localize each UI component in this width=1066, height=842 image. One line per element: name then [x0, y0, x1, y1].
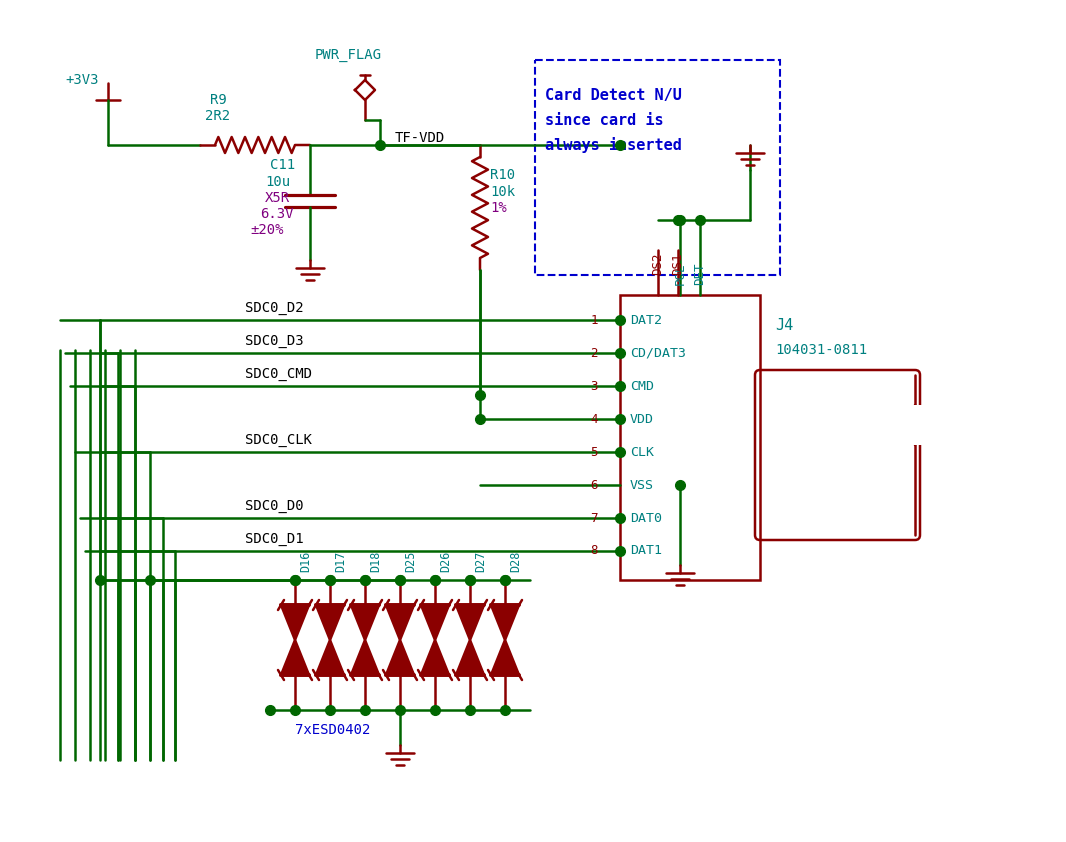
- Polygon shape: [421, 640, 449, 675]
- Text: ±20%: ±20%: [251, 223, 284, 237]
- Polygon shape: [421, 605, 449, 640]
- Text: 104031-0811: 104031-0811: [775, 343, 867, 357]
- Text: SDC0_CLK: SDC0_CLK: [245, 433, 312, 447]
- Text: always inserted: always inserted: [545, 137, 682, 153]
- Text: DAT1: DAT1: [630, 545, 662, 557]
- Text: 6.3V: 6.3V: [260, 207, 293, 221]
- Text: SDC0_CMD: SDC0_CMD: [245, 367, 312, 381]
- Text: D27: D27: [474, 551, 487, 572]
- Text: DAT2: DAT2: [630, 313, 662, 327]
- Text: 3: 3: [591, 380, 598, 392]
- Bar: [620, 295, 760, 580]
- Polygon shape: [316, 605, 344, 640]
- Polygon shape: [351, 605, 379, 640]
- Text: D28: D28: [508, 551, 522, 572]
- Text: 1%: 1%: [490, 201, 506, 215]
- Polygon shape: [281, 640, 309, 675]
- Text: 7xESD0402: 7xESD0402: [295, 723, 370, 737]
- Text: +3V3: +3V3: [65, 73, 98, 87]
- Text: SDC0_D2: SDC0_D2: [245, 301, 304, 315]
- Polygon shape: [456, 605, 484, 640]
- Text: TF-VDD: TF-VDD: [395, 131, 446, 145]
- Text: 2: 2: [591, 347, 598, 360]
- Text: VDD: VDD: [630, 413, 655, 425]
- Text: D26: D26: [439, 551, 452, 572]
- Text: 4: 4: [591, 413, 598, 425]
- Polygon shape: [281, 605, 309, 640]
- Text: PWR_FLAG: PWR_FLAG: [314, 48, 382, 62]
- Text: CMD: CMD: [630, 380, 655, 392]
- Text: D18: D18: [369, 551, 382, 572]
- Polygon shape: [491, 640, 519, 675]
- Text: CLK: CLK: [630, 445, 655, 459]
- Text: 10u: 10u: [265, 175, 290, 189]
- Text: 7: 7: [591, 511, 598, 525]
- Bar: [910, 405, 930, 445]
- Polygon shape: [491, 605, 519, 640]
- Text: since card is: since card is: [545, 113, 664, 127]
- Text: POL: POL: [674, 263, 687, 285]
- Text: X5R: X5R: [265, 191, 290, 205]
- Text: CD/DAT3: CD/DAT3: [630, 347, 687, 360]
- Text: J4: J4: [775, 317, 793, 333]
- Polygon shape: [316, 640, 344, 675]
- Text: SDC0_D3: SDC0_D3: [245, 334, 304, 348]
- Text: 8: 8: [591, 545, 598, 557]
- Text: DS2: DS2: [651, 253, 664, 275]
- Text: 10k: 10k: [490, 185, 515, 199]
- Polygon shape: [386, 605, 414, 640]
- Text: D16: D16: [298, 551, 312, 572]
- Text: SDC0_D1: SDC0_D1: [245, 532, 304, 546]
- Text: 5: 5: [591, 445, 598, 459]
- Text: DET: DET: [694, 263, 707, 285]
- Text: D25: D25: [404, 551, 417, 572]
- Text: 1: 1: [591, 313, 598, 327]
- Text: D17: D17: [334, 551, 348, 572]
- Text: C11: C11: [270, 158, 295, 172]
- Text: Card Detect N/U: Card Detect N/U: [545, 88, 682, 103]
- Text: SDC0_D0: SDC0_D0: [245, 499, 304, 513]
- Polygon shape: [351, 640, 379, 675]
- Text: R10: R10: [490, 168, 515, 182]
- Text: DAT0: DAT0: [630, 511, 662, 525]
- Text: R9: R9: [210, 93, 227, 107]
- Polygon shape: [386, 640, 414, 675]
- Text: DS1: DS1: [672, 253, 684, 275]
- Polygon shape: [456, 640, 484, 675]
- Text: 2R2: 2R2: [205, 109, 230, 123]
- Text: VSS: VSS: [630, 478, 655, 492]
- Text: 6: 6: [591, 478, 598, 492]
